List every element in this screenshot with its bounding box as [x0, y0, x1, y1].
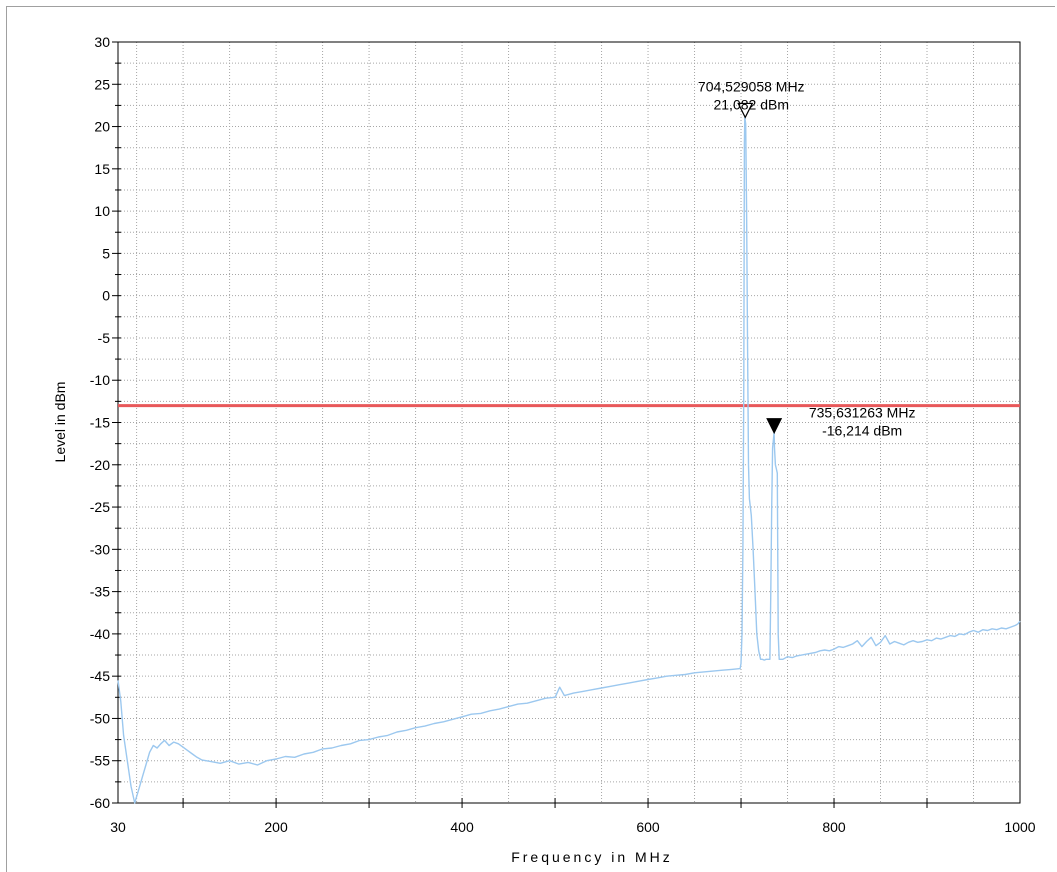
markers: 704,529058 MHz 21,082 dBm 735,631263 MHz -1… [698, 78, 916, 438]
y-tick-label: -50 [90, 710, 110, 726]
tick-labels: 30 25 20 15 10 5 0 -5 -10 -15 -20 -25 -30 -35 -40 -45 -5… [90, 34, 1036, 835]
marker-frequency-label: 704,529058 MHz [698, 78, 805, 94]
y-tick-label: -5 [98, 330, 111, 346]
y-tick-label: -60 [90, 795, 110, 811]
marker-triangle [737, 102, 754, 119]
marker-level-label: -16,214 dBm [822, 423, 902, 439]
y-tick-label: 25 [94, 76, 110, 92]
y-tick-label: 15 [94, 161, 110, 177]
x-axis-title: Frequency in MHz [511, 849, 673, 865]
marker-2: 735,631263 MHz -16,214 dBm [766, 405, 916, 439]
y-tick-label: -45 [90, 668, 110, 684]
y-axis-title: Level in dBm [52, 382, 68, 463]
y-tick-label: -15 [90, 415, 110, 431]
x-tick-label: 800 [822, 819, 846, 835]
y-tick-label: -55 [90, 753, 110, 769]
y-tick-label: -10 [90, 372, 110, 388]
marker-frequency-label: 735,631263 MHz [809, 405, 916, 421]
x-tick-label: 400 [450, 819, 474, 835]
x-tick-label: 1000 [1004, 819, 1035, 835]
x-tick-label: 600 [636, 819, 660, 835]
y-tick-label: -30 [90, 541, 110, 557]
y-tick-label: -20 [90, 457, 110, 473]
y-tick-label: 5 [102, 245, 110, 261]
y-tick-label: 20 [94, 119, 110, 135]
axis-ticks [112, 41, 928, 808]
y-tick-label: -40 [90, 626, 110, 642]
marker-level-label: 21,082 dBm [713, 96, 789, 112]
marker-1: 704,529058 MHz 21,082 dBm [698, 78, 805, 119]
grid [118, 42, 1020, 803]
y-tick-label: 0 [102, 288, 110, 304]
y-tick-label: 10 [94, 203, 110, 219]
spectrum-trace [117, 116, 1021, 804]
series [117, 116, 1021, 804]
x-tick-label: 30 [110, 819, 126, 835]
y-tick-label: 30 [94, 34, 110, 50]
plot-border [117, 41, 1021, 804]
chart-frame [6, 6, 1055, 872]
y-tick-label: -25 [90, 499, 110, 515]
y-tick-label: -35 [90, 584, 110, 600]
x-tick-label: 200 [264, 819, 288, 835]
marker-triangle [766, 418, 783, 435]
